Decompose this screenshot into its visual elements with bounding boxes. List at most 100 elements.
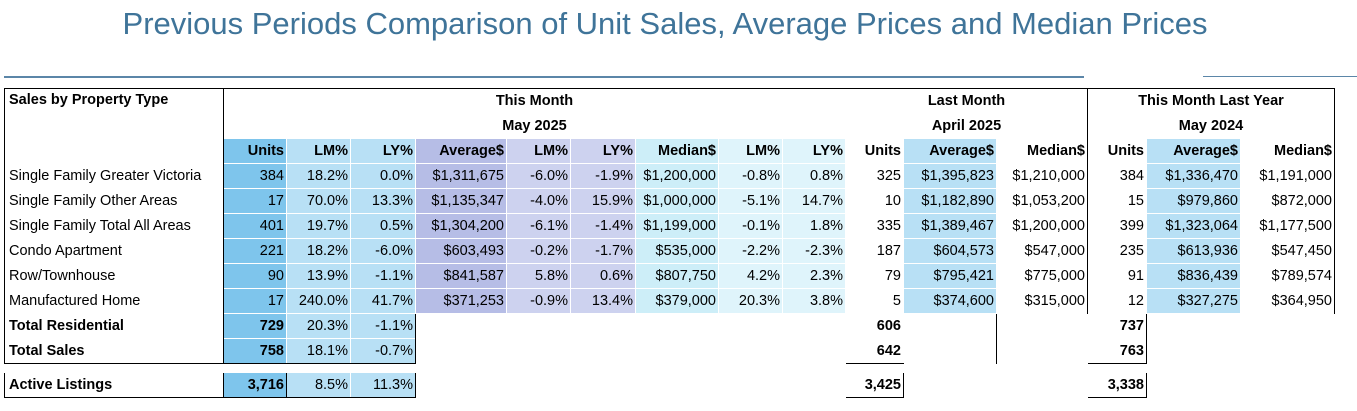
- blank-cell: [719, 339, 783, 364]
- col-header-last-month-units: Units: [845, 138, 904, 164]
- blank-cell: [903, 338, 997, 364]
- cell-last-year-units: 91: [1127, 268, 1144, 284]
- cell-median-lm: 4.2%: [718, 263, 783, 289]
- cell-last-year-average: $613,936: [1146, 238, 1241, 264]
- blank-cell: [416, 314, 507, 339]
- col-header-median: Median$: [635, 138, 719, 164]
- cell-average: $371,253: [415, 288, 507, 314]
- row-label: Manufactured Home: [4, 288, 224, 314]
- cell-average-ly: -1.9%: [570, 163, 636, 189]
- cell-average: $603,493: [415, 238, 507, 264]
- blank-cell: [1147, 314, 1241, 339]
- cell-last-year-median: $547,450: [1240, 238, 1335, 264]
- total-row: Total Sales 758 18.1% -0.7% 642 763: [4, 338, 1335, 364]
- blank-cell: [783, 314, 846, 339]
- row-label: Single Family Greater Victoria: [4, 163, 224, 189]
- this-month-header: This Month: [223, 88, 846, 114]
- cell-last-year-median: $789,574: [1240, 263, 1335, 289]
- cell-last-year-median: $1,177,500: [1240, 213, 1335, 239]
- cell-last-year-average: $1,336,470: [1146, 163, 1241, 189]
- cell-last-year-median: $1,191,000: [1240, 163, 1335, 189]
- active-listings-row: Active Listings 3,716 8.5% 11.3% 3,425 3,338: [4, 372, 1335, 398]
- total-units: 758: [223, 338, 287, 364]
- blank-cell: [571, 314, 636, 339]
- cell-last-year-units: 12: [1127, 293, 1144, 309]
- cell-median-ly: 3.8%: [782, 288, 846, 314]
- col-header-last-year-average: Average$: [1146, 138, 1241, 164]
- column-header-row: Units LM% LY% Average$ LM% LY% Median$ LM% LY% Un…: [4, 138, 1335, 164]
- table-row: Single Family Greater Victoria 384 18.2% 0.…: [4, 163, 1335, 189]
- blank-cell: [507, 373, 571, 398]
- blank-cell: [1241, 314, 1335, 339]
- total-last-year-units: 737: [1087, 313, 1147, 339]
- cell-average-ly: 13.4%: [570, 288, 636, 314]
- table-row: Condo Apartment 221 18.2% -6.0% $603,493 -0.2…: [4, 238, 1335, 264]
- active-units-ly: 11.3%: [350, 372, 416, 398]
- header-row-2: May 2025 April 2025 May 2024: [5, 113, 1335, 139]
- last-year-period: May 2024: [1087, 113, 1335, 139]
- total-label: Total Residential: [4, 313, 224, 339]
- cell-average: $841,587: [415, 263, 507, 289]
- col-header-last-year-median: Median$: [1240, 138, 1335, 164]
- cell-units-ly: -1.1%: [350, 263, 416, 289]
- blank-cell: [997, 339, 1088, 364]
- cell-median-lm: -0.8%: [718, 163, 783, 189]
- cell-last-month-median: $775,000: [996, 263, 1088, 289]
- blank-cell: [903, 313, 997, 339]
- cell-last-month-median: $1,200,000: [996, 213, 1088, 239]
- col-header-average-lm: LM%: [506, 138, 571, 164]
- spacer-cell: [5, 364, 1335, 373]
- blank-cell: [636, 339, 719, 364]
- cell-average-lm: -0.2%: [506, 238, 571, 264]
- col-header-units-lm: LM%: [286, 138, 351, 164]
- cell-average-lm: -4.0%: [506, 188, 571, 214]
- last-month-header: Last Month: [845, 88, 1088, 114]
- cell-last-month-units: 79: [845, 263, 904, 289]
- blank-cell: [783, 339, 846, 364]
- cell-units-ly: 0.5%: [350, 213, 416, 239]
- cell-units-ly: 0.0%: [350, 163, 416, 189]
- row-label: Row/Townhouse: [4, 263, 224, 289]
- cell-last-year-median: $872,000: [1240, 188, 1335, 214]
- cell-units: 401: [223, 213, 287, 239]
- cell-units-lm: 240.0%: [286, 288, 351, 314]
- col-header-last-month-average: Average$: [903, 138, 997, 164]
- table-row: Row/Townhouse 90 13.9% -1.1% $841,587 5.8% 0.6…: [4, 263, 1335, 289]
- blank-cell: [416, 339, 507, 364]
- col-header-units: Units: [223, 138, 287, 164]
- cell-median-ly: 14.7%: [782, 188, 846, 214]
- cell-last-year-median: $364,950: [1240, 288, 1335, 314]
- total-units-ly: -1.1%: [350, 313, 416, 339]
- cell-average-ly: 0.6%: [570, 263, 636, 289]
- cell-last-year-units: 15: [1127, 193, 1144, 209]
- cell-median-lm: 20.3%: [718, 288, 783, 314]
- table-row: Manufactured Home 17 240.0% 41.7% $371,253 -0…: [4, 288, 1335, 314]
- total-units-lm: 20.3%: [286, 313, 351, 339]
- cell-median-ly: -2.3%: [782, 238, 846, 264]
- cell-median-ly: 1.8%: [782, 213, 846, 239]
- total-last-year-units: 763: [1087, 338, 1147, 364]
- col-header-median-lm: LM%: [718, 138, 783, 164]
- cell-average-lm: -6.0%: [506, 163, 571, 189]
- blank-cell: [636, 314, 719, 339]
- col-header-last-year-units: Units: [1087, 138, 1147, 164]
- col-header-average: Average$: [415, 138, 507, 164]
- cell-last-month-average: $1,182,890: [903, 188, 997, 214]
- cell-median: $1,000,000: [635, 188, 719, 214]
- cell-median: $1,199,000: [635, 213, 719, 239]
- row-label-header: Sales by Property Type: [4, 88, 224, 139]
- active-units-lm: 8.5%: [286, 372, 351, 398]
- row-label: Single Family Other Areas: [4, 188, 224, 214]
- cell-median: $535,000: [635, 238, 719, 264]
- cell-last-year-average: $979,860: [1146, 188, 1241, 214]
- total-last-month-units: 606: [845, 313, 904, 339]
- cell-last-month-median: $315,000: [996, 288, 1088, 314]
- active-last-month-units: 3,425: [845, 372, 904, 398]
- cell-units-lm: 70.0%: [286, 188, 351, 214]
- blank-cell: [571, 339, 636, 364]
- blank-cell: [1241, 339, 1335, 364]
- sales-comparison-table: Sales by Property Type This Month Last M…: [4, 88, 1335, 398]
- cell-units-lm: 18.2%: [286, 163, 351, 189]
- total-units-ly: -0.7%: [350, 338, 416, 364]
- cell-last-year-units: 399: [1119, 218, 1144, 234]
